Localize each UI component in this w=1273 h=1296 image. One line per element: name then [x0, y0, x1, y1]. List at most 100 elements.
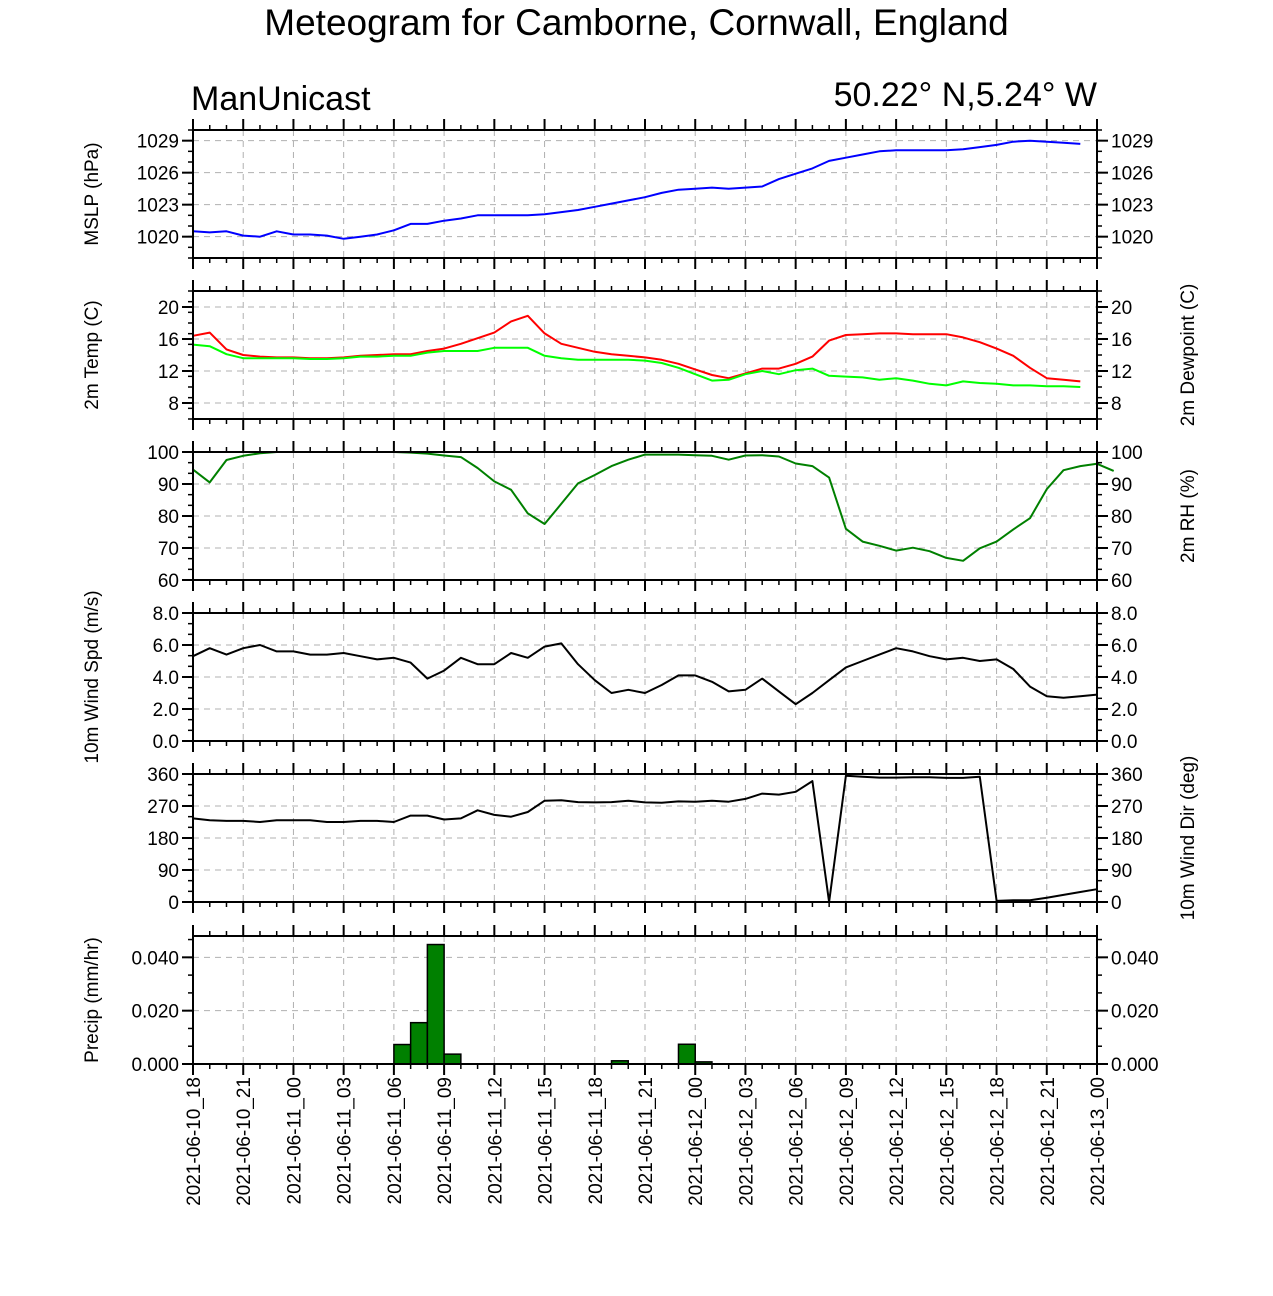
location-label: 50.22° N,5.24° W — [833, 76, 1097, 114]
y-tick-label: 8 — [168, 394, 179, 415]
panel-frame — [192, 935, 1098, 1065]
y-tick-label: 4.0 — [153, 668, 179, 689]
x-tick-label: 2021-06-12_09 — [837, 1077, 858, 1206]
y-tick-label: 360 — [147, 765, 179, 786]
y-axis-title-right: 2m RH (%) — [1178, 469, 1199, 563]
x-tick-label: 2021-06-10_21 — [234, 1077, 255, 1206]
y-tick-label: 2.0 — [153, 700, 179, 721]
precip-bar — [443, 1053, 462, 1065]
y-tick-label-right: 1029 — [1111, 132, 1153, 153]
y-tick-label: 12 — [158, 362, 179, 383]
x-tick-label: 2021-06-12_15 — [937, 1077, 958, 1206]
series-line-temp — [192, 314, 1081, 383]
y-tick-label-right: 0 — [1111, 893, 1122, 914]
y-tick-label: 90 — [158, 475, 179, 496]
y-tick-label-right: 1020 — [1111, 228, 1153, 249]
y-tick-label-right: 16 — [1111, 330, 1132, 351]
panel-wind_speed: 0.0 0.0 2.0 2.0 4.0 4.0 6.0 6.0 8.0 8.0 10m Wind S… — [82, 590, 1137, 763]
y-tick-label-right: 270 — [1111, 797, 1143, 818]
y-tick-label: 90 — [158, 861, 179, 882]
x-tick-label: 2021-06-11_06 — [385, 1077, 406, 1204]
x-tick-label: 2021-06-11_21 — [636, 1077, 657, 1204]
x-tick-label: 2021-06-13_00 — [1088, 1077, 1109, 1206]
y-tick-label-right: 0.020 — [1111, 1002, 1159, 1023]
x-tick-label: 2021-06-11_00 — [284, 1077, 305, 1204]
y-tick-label-right: 70 — [1111, 539, 1132, 560]
y-tick-label: 180 — [147, 829, 179, 850]
y-axis-title-right: 10m Wind Dir (deg) — [1178, 756, 1199, 921]
x-tick-label: 2021-06-11_09 — [435, 1077, 456, 1204]
series-line-rh — [192, 451, 1115, 562]
y-tick-label-right: 80 — [1111, 507, 1132, 528]
panel-precip: 0.000 0.000 0.020 0.020 0.040 0.040 Precip (mm… — [82, 925, 1159, 1076]
series-line-wind — [192, 642, 1098, 706]
y-axis-title-right: 2m Dewpoint (C) — [1178, 284, 1199, 427]
y-tick-label-right: 60 — [1111, 571, 1132, 592]
y-tick-label-right: 100 — [1111, 443, 1143, 464]
series-line-wind — [192, 774, 1098, 903]
y-tick-label-right: 90 — [1111, 475, 1132, 496]
y-tick-label-right: 20 — [1111, 298, 1132, 319]
panel-frame — [192, 290, 1098, 420]
y-tick-label: 1029 — [137, 132, 179, 153]
x-tick-label: 2021-06-12_12 — [887, 1077, 908, 1206]
x-tick-label: 2021-06-11_12 — [485, 1077, 506, 1204]
panel-rh: 60 60 70 70 80 80 90 90 100 100 2m RH (%) — [147, 441, 1199, 592]
y-tick-label: 60 — [158, 571, 179, 592]
x-tick-label: 2021-06-11_18 — [586, 1077, 607, 1204]
precip-bar — [677, 1043, 696, 1065]
y-tick-label-right: 1026 — [1111, 164, 1153, 185]
y-tick-label-right: 0.040 — [1111, 948, 1159, 969]
y-tick-label: 8.0 — [153, 604, 179, 625]
y-axis-title: MSLP (hPa) — [82, 142, 103, 245]
y-tick-label: 1023 — [137, 196, 179, 217]
y-tick-label: 1026 — [137, 164, 179, 185]
y-tick-label-right: 1023 — [1111, 196, 1153, 217]
y-tick-label-right: 360 — [1111, 765, 1143, 786]
y-tick-label-right: 8 — [1111, 394, 1122, 415]
y-tick-label: 6.0 — [153, 636, 179, 657]
x-tick-label: 2021-06-10_18 — [184, 1077, 205, 1206]
page-title: Meteogram for Camborne, Cornwall, Englan… — [264, 2, 1009, 43]
y-tick-label: 70 — [158, 539, 179, 560]
x-tick-label: 2021-06-12_00 — [686, 1077, 707, 1206]
precip-bar — [409, 1021, 429, 1065]
y-tick-label-right: 12 — [1111, 362, 1132, 383]
series-line-dewpoint — [192, 343, 1081, 388]
y-tick-label-right: 0.0 — [1111, 732, 1137, 753]
x-tick-label: 2021-06-12_21 — [1038, 1077, 1059, 1206]
y-tick-label: 100 — [147, 443, 179, 464]
y-axis-title: Precip (mm/hr) — [82, 937, 103, 1063]
precip-bar — [393, 1043, 412, 1065]
panel-temp: 8 8 12 12 16 16 20 20 2m Temp (C) 2m Dewpoint (C) — [82, 280, 1199, 430]
y-tick-label: 0 — [168, 893, 179, 914]
y-tick-label-right: 6.0 — [1111, 636, 1137, 657]
y-tick-label: 0.040 — [131, 948, 179, 969]
panel-wind_dir: 0 0 90 90 180 180 270 270 360 360 10m Wind Dir (de… — [147, 756, 1199, 921]
y-tick-label: 80 — [158, 507, 179, 528]
x-tick-label: 2021-06-11_03 — [335, 1077, 356, 1204]
y-axis-title: 10m Wind Spd (m/s) — [82, 590, 103, 763]
x-tick-label: 2021-06-12_06 — [787, 1077, 808, 1206]
y-tick-label-right: 8.0 — [1111, 604, 1137, 625]
series-line-mslp — [192, 139, 1081, 240]
precip-bar — [426, 943, 445, 1065]
x-tick-label: 2021-06-11_15 — [536, 1077, 557, 1204]
y-axis-title: 2m Temp (C) — [82, 300, 103, 409]
y-tick-label: 0.020 — [131, 1002, 179, 1023]
y-tick-label: 270 — [147, 797, 179, 818]
y-tick-label-right: 90 — [1111, 861, 1132, 882]
y-tick-label-right: 2.0 — [1111, 700, 1137, 721]
y-tick-label: 0.0 — [153, 732, 179, 753]
x-tick-label: 2021-06-12_03 — [736, 1077, 757, 1206]
panel-mslp: 1020 1020 1023 1023 1026 1026 1029 1029 MSLP (hP… — [82, 119, 1153, 269]
x-tick-label: 2021-06-12_18 — [988, 1077, 1009, 1206]
y-tick-label: 0.000 — [131, 1055, 179, 1076]
y-tick-label: 1020 — [137, 228, 179, 249]
y-tick-label: 16 — [158, 330, 179, 351]
model-label: ManUnicast — [191, 80, 371, 118]
y-tick-label-right: 4.0 — [1111, 668, 1137, 689]
y-tick-label-right: 0.000 — [1111, 1055, 1159, 1076]
